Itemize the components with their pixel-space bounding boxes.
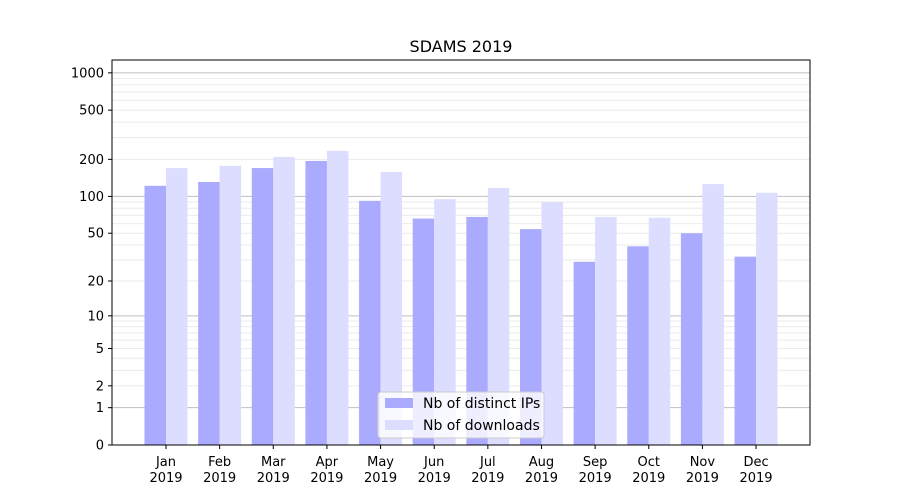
x-tick-label: Sep [583, 455, 608, 470]
x-tick-label: Jan [155, 455, 176, 470]
bar-distinct-ips [412, 218, 435, 445]
bar-downloads [326, 150, 349, 445]
y-tick-label: 0 [96, 439, 104, 454]
bar-distinct-ips [251, 168, 274, 446]
bar-downloads [219, 165, 242, 445]
x-tick-label: 2019 [525, 471, 558, 486]
x-tick-label: 2019 [310, 471, 343, 486]
bar-downloads [541, 202, 563, 445]
x-tick-label: 2019 [739, 471, 772, 486]
bar-downloads [273, 156, 295, 445]
y-tick-label: 1 [96, 401, 104, 416]
y-tick-label: 50 [87, 227, 104, 242]
bar-downloads [756, 192, 778, 445]
bar-distinct-ips [519, 229, 542, 445]
bar-downloads [380, 171, 403, 445]
x-axis: Jan2019Feb2019Mar2019Apr2019May2019Jun20… [149, 445, 773, 486]
x-tick-label: Dec [743, 455, 768, 470]
x-tick-label: 2019 [257, 471, 290, 486]
legend-swatch-downloads [385, 420, 413, 430]
y-tick-label: 200 [79, 153, 104, 168]
y-axis: 0 1 2 5 10 20 50 100 200 500 1000 [71, 66, 112, 454]
bar-downloads [434, 199, 456, 445]
bar-distinct-ips [198, 181, 220, 445]
y-tick-label: 100 [79, 190, 104, 205]
x-tick-label: 2019 [632, 471, 665, 486]
x-tick-label: Apr [316, 455, 339, 470]
y-tick-label: 500 [79, 104, 104, 119]
x-tick-label: 2019 [364, 471, 397, 486]
x-tick-label: 2019 [471, 471, 504, 486]
chart-title: SDAMS 2019 [410, 37, 513, 56]
bar-distinct-ips [466, 216, 488, 445]
bar-distinct-ips [359, 200, 381, 445]
x-tick-label: Feb [208, 455, 231, 470]
bar-distinct-ips [734, 256, 757, 445]
x-tick-label: 2019 [149, 471, 182, 486]
x-tick-label: 2019 [418, 471, 451, 486]
x-tick-label: Mar [261, 455, 286, 470]
y-tick-label: 20 [87, 275, 104, 290]
x-tick-label: Aug [529, 455, 554, 470]
bar-distinct-ips [144, 185, 166, 446]
x-tick-label: Jul [479, 455, 496, 470]
x-tick-label: Nov [690, 455, 716, 470]
bar-distinct-ips [627, 246, 649, 445]
y-tick-label: 10 [87, 309, 104, 324]
bar-distinct-ips [305, 160, 327, 446]
y-tick-label: 2 [96, 379, 104, 394]
x-tick-label: Jun [423, 455, 444, 470]
legend-label-distinct-ips: Nb of distinct IPs [423, 396, 540, 412]
bar-downloads [595, 216, 617, 445]
x-tick-label: May [367, 455, 394, 470]
bar-distinct-ips [573, 261, 596, 445]
x-tick-label: Oct [638, 455, 660, 470]
axes-frame [111, 59, 811, 446]
legend-label-downloads: Nb of downloads [423, 418, 540, 434]
bar-downloads [648, 217, 671, 445]
x-tick-label: 2019 [203, 471, 236, 486]
y-tick-label: 5 [96, 342, 104, 357]
bar-downloads [166, 168, 188, 446]
y-tick-label: 1000 [71, 66, 104, 81]
bar-distinct-ips [680, 233, 703, 445]
bars [144, 150, 778, 446]
x-tick-label: 2019 [686, 471, 719, 486]
bar-downloads [702, 184, 724, 446]
legend-box [377, 391, 545, 439]
bar-downloads [487, 188, 510, 445]
legend-swatch-distinct-ips [385, 398, 413, 408]
x-tick-label: 2019 [579, 471, 612, 486]
legend: Nb of distinct IPs Nb of downloads [377, 391, 545, 439]
